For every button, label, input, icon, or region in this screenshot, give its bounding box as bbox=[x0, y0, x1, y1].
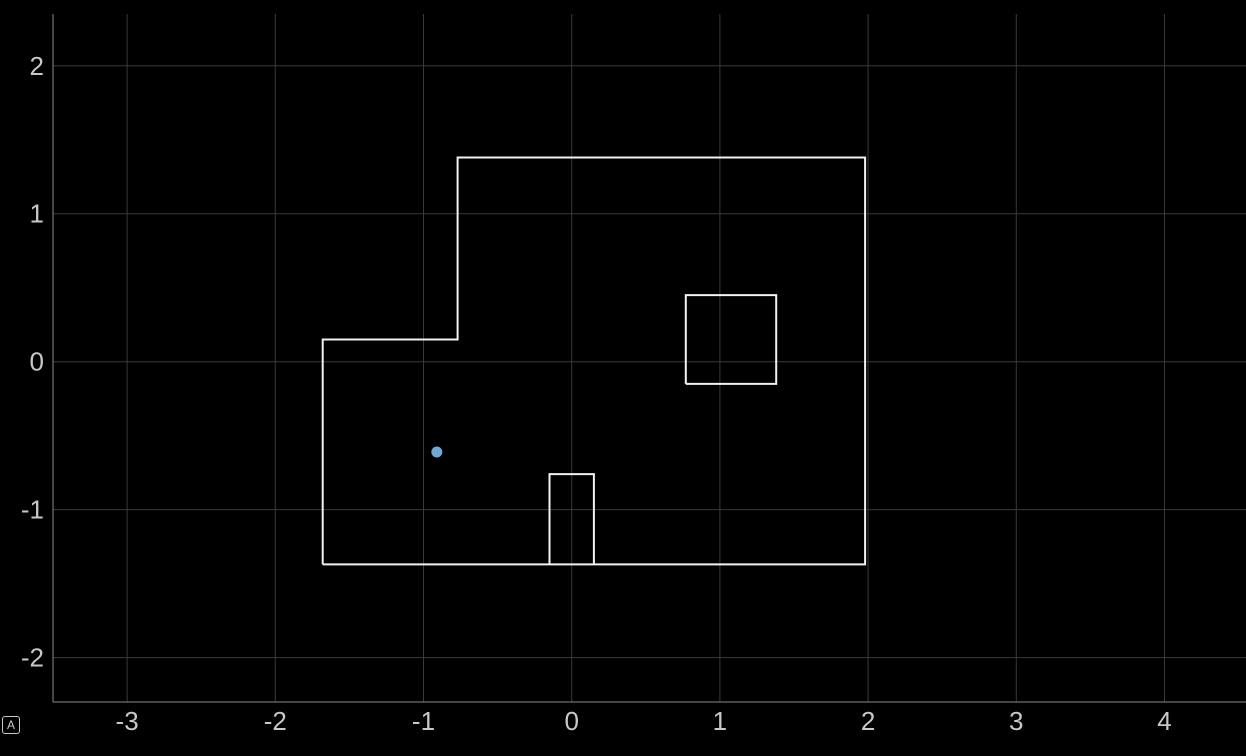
x-tick-label: 2 bbox=[861, 706, 875, 736]
y-tick-label: 0 bbox=[30, 347, 44, 377]
shape-outline-2 bbox=[684, 294, 778, 385]
data-point[interactable] bbox=[431, 446, 443, 458]
y-tick-label: -2 bbox=[21, 643, 44, 673]
x-tick-label: 1 bbox=[713, 706, 727, 736]
x-tick-label: -3 bbox=[116, 706, 139, 736]
auto-scale-badge[interactable]: A bbox=[2, 716, 20, 734]
y-tick-labels: -2 -1 0 1 2 bbox=[21, 51, 44, 673]
axes bbox=[52, 14, 1246, 703]
y-tick-label: 2 bbox=[30, 51, 44, 81]
x-tick-label: -2 bbox=[264, 706, 287, 736]
x-tick-label: 0 bbox=[564, 706, 578, 736]
grid bbox=[53, 14, 1246, 702]
x-tick-label: -1 bbox=[412, 706, 435, 736]
x-tick-label: 3 bbox=[1009, 706, 1023, 736]
shape-outline-0 bbox=[321, 156, 867, 566]
shape-outline-1 bbox=[548, 473, 595, 565]
x-tick-label: 4 bbox=[1157, 706, 1171, 736]
x-tick-labels: -3 -2 -1 0 1 2 3 4 bbox=[116, 706, 1172, 736]
y-tick-label: -1 bbox=[21, 495, 44, 525]
y-tick-label: 1 bbox=[30, 199, 44, 229]
series-layer bbox=[321, 156, 867, 566]
